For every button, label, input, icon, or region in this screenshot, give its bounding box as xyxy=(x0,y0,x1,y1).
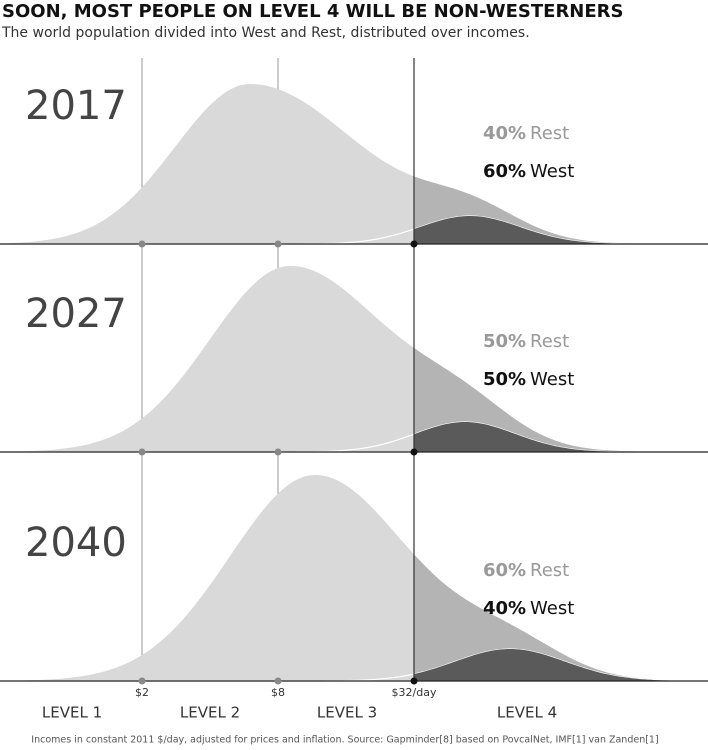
west-name: West xyxy=(530,369,574,390)
rest-share: 40% xyxy=(483,123,526,144)
total-area xyxy=(0,265,708,452)
level-label: LEVEL 2 xyxy=(180,704,240,722)
income-dot xyxy=(138,448,146,456)
west-area-level4 xyxy=(414,422,708,452)
rest-name: Rest xyxy=(530,560,569,581)
total-area xyxy=(0,84,708,244)
year-label: 2040 xyxy=(25,520,127,566)
title: SOON, MOST PEOPLE ON LEVEL 4 WILL BE NON… xyxy=(2,1,624,22)
income-dot xyxy=(410,240,418,248)
level-label: LEVEL 4 xyxy=(497,704,557,722)
west-share: 50% xyxy=(483,369,526,390)
year-label: 2027 xyxy=(25,291,127,337)
income-tick: $2 xyxy=(135,686,149,699)
west-share: 60% xyxy=(483,161,526,182)
income-dot xyxy=(274,677,282,685)
income-dot xyxy=(410,448,418,456)
level-label: LEVEL 1 xyxy=(42,704,102,722)
income-dot xyxy=(274,240,282,248)
income-tick: $32/day xyxy=(392,686,437,699)
rest-name: Rest xyxy=(530,331,569,352)
income-dot xyxy=(274,448,282,456)
rest-name: Rest xyxy=(530,123,569,144)
income-dot xyxy=(138,677,146,685)
west-name: West xyxy=(530,161,574,182)
west-share: 40% xyxy=(483,598,526,619)
rest-share: 60% xyxy=(483,560,526,581)
west-area-level4 xyxy=(414,216,708,244)
subtitle: The world population divided into West a… xyxy=(1,25,530,41)
west-area-level4 xyxy=(414,649,708,681)
footnote: Incomes in constant 2011 $/day, adjusted… xyxy=(31,735,658,746)
income-tick: $8 xyxy=(271,686,285,699)
income-dot xyxy=(410,677,418,685)
income-dot xyxy=(138,240,146,248)
rest-share: 50% xyxy=(483,331,526,352)
total-area xyxy=(0,474,708,681)
year-label: 2017 xyxy=(25,83,127,129)
total-area-level4 xyxy=(414,554,708,681)
west-name: West xyxy=(530,598,574,619)
level-label: LEVEL 3 xyxy=(317,704,377,722)
